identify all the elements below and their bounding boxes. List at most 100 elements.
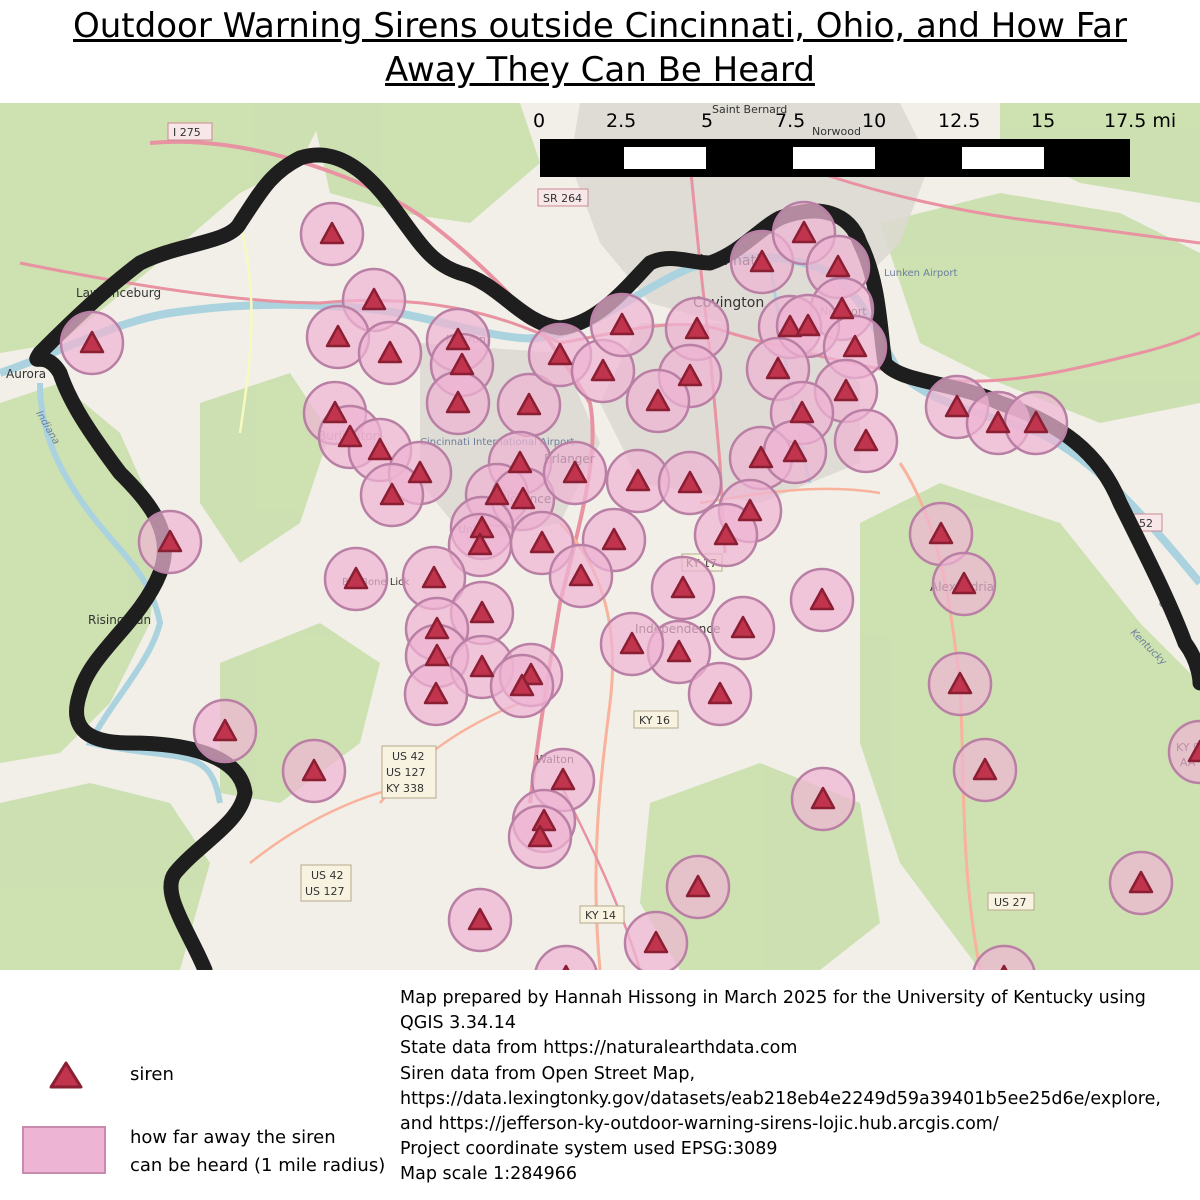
svg-text:US 42: US 42 <box>311 869 344 882</box>
svg-text:US 127: US 127 <box>305 885 345 898</box>
legend-siren-label: siren <box>130 1064 174 1085</box>
state-boundary <box>29 147 1200 970</box>
siren-triangle-icon <box>789 400 815 424</box>
map-frame: Saint Bernard Norwood Cincinnati Covingt… <box>0 103 1200 970</box>
siren-triangle-icon <box>625 468 651 492</box>
siren-triangle-icon <box>509 673 535 697</box>
siren-triangle-icon <box>684 316 710 340</box>
siren-triangle-icon <box>685 874 711 898</box>
siren-triangle-icon <box>985 410 1011 434</box>
scale-tick-10: 10 <box>862 110 886 132</box>
credit-line: QGIS 3.34.14 <box>400 1013 516 1034</box>
siren-buffer-circle <box>534 944 598 970</box>
svg-text:US 127: US 127 <box>386 766 426 779</box>
siren-triangle-icon <box>424 616 450 640</box>
siren-triangle-icon <box>550 767 576 791</box>
siren-triangle-icon <box>829 296 855 320</box>
scale-tick-12-5: 12.5 <box>938 110 980 132</box>
svg-text:I 275: I 275 <box>173 126 201 139</box>
credit-line: State data from https://naturalearthdata… <box>400 1038 798 1059</box>
siren-triangle-icon <box>319 221 345 245</box>
siren-triangle-icon <box>707 681 733 705</box>
credit-line: and https://jefferson-ky-outdoor-warning… <box>400 1114 999 1135</box>
shield-ky14: KY 14 <box>579 905 625 924</box>
siren-triangle-icon <box>527 824 553 848</box>
shield-ky16: KY 16 <box>633 710 679 729</box>
siren-triangle-icon <box>322 400 348 424</box>
siren-triangle-icon <box>531 808 557 832</box>
siren-triangle-icon <box>516 392 542 416</box>
map-title: Outdoor Warning Sirens outside Cincinnat… <box>0 4 1200 92</box>
siren-triangle-icon <box>547 342 573 366</box>
siren-triangle-icon <box>609 312 635 336</box>
siren-triangle-icon <box>423 681 449 705</box>
siren-triangle-icon <box>677 363 703 387</box>
siren-triangle-icon <box>791 220 817 244</box>
svg-text:KY 338: KY 338 <box>386 782 424 795</box>
siren-triangle-icon <box>212 718 238 742</box>
siren-triangle-icon <box>79 330 105 354</box>
siren-triangle-icon <box>782 439 808 463</box>
siren-triangle-icon <box>301 758 327 782</box>
legend-buffer-swatch <box>22 1126 106 1174</box>
siren-triangle-icon <box>833 378 859 402</box>
siren-triangle-icon <box>853 428 879 452</box>
siren-triangle-icon <box>944 394 970 418</box>
scale-tick-17-5: 17.5 mi <box>1104 110 1176 132</box>
label-norwood: Norwood <box>812 125 861 138</box>
siren-triangle-icon <box>510 486 536 510</box>
siren-triangle-icon <box>367 437 393 461</box>
siren-triangle-icon <box>467 532 493 556</box>
siren-triangle-icon <box>749 249 775 273</box>
siren-triangle-icon <box>951 571 977 595</box>
map-credits: Map prepared by Hannah Hissong in March … <box>400 986 1200 1188</box>
shield-i275: I 275 <box>167 122 213 141</box>
siren-triangle-icon <box>377 340 403 364</box>
shield-us42-us127-south: US 42 US 127 <box>300 864 352 902</box>
siren-triangle-icon <box>713 522 739 546</box>
siren-triangle-icon <box>337 424 363 448</box>
credit-line: Map prepared by Hannah Hissong in March … <box>400 988 1146 1008</box>
siren-triangle-icon <box>445 327 471 351</box>
siren-triangle-icon <box>947 671 973 695</box>
scale-tick-5: 5 <box>701 110 713 132</box>
siren-triangle-icon <box>424 643 450 667</box>
siren-triangle-icon <box>810 786 836 810</box>
siren-triangle-icon <box>677 470 703 494</box>
credit-line: Project coordinate system used EPSG:3089 <box>400 1139 778 1160</box>
siren-triangle-icon <box>643 930 669 954</box>
siren-triangle-icon <box>765 356 791 380</box>
svg-text:US 42: US 42 <box>392 750 425 763</box>
siren-triangle-icon <box>1128 870 1154 894</box>
siren-triangle-icon <box>1187 739 1200 763</box>
siren-triangle-icon <box>445 390 471 414</box>
siren-points <box>79 220 1200 970</box>
siren-triangle-icon <box>670 575 696 599</box>
svg-text:KY 16: KY 16 <box>639 714 670 727</box>
scale-bar: 0 2.5 5 7.5 10 12.5 15 17.5 mi <box>533 110 1176 177</box>
title-line-1: Outdoor Warning Sirens outside Cincinnat… <box>73 6 1127 46</box>
scale-tick-15: 15 <box>1031 110 1055 132</box>
siren-triangle-icon <box>568 563 594 587</box>
legend-buffer-label-1: how far away the siren <box>130 1127 336 1148</box>
siren-triangle-icon <box>842 334 868 358</box>
scale-tick-2-5: 2.5 <box>606 110 636 132</box>
siren-triangle-icon <box>601 527 627 551</box>
svg-text:SR 264: SR 264 <box>543 192 582 205</box>
shield-us27: US 27 <box>987 892 1035 911</box>
legend-buffer-label-2: can be heard (1 mile radius) <box>130 1155 386 1176</box>
svg-text:US 27: US 27 <box>994 896 1027 909</box>
siren-triangle-icon <box>730 615 756 639</box>
scale-tick-7-5: 7.5 <box>775 110 805 132</box>
scale-tick-0: 0 <box>533 110 545 132</box>
siren-triangle-icon <box>325 324 351 348</box>
siren-triangle-icon <box>469 654 495 678</box>
siren-triangle-icon <box>562 964 570 970</box>
siren-triangle-icon <box>795 313 821 337</box>
siren-triangle-icon <box>590 358 616 382</box>
label-aurora: Aurora <box>6 367 46 381</box>
siren-triangle-icon <box>157 529 183 553</box>
siren-triangle-icon <box>666 639 692 663</box>
siren-triangle-icon <box>529 530 555 554</box>
shield-sr264: SR 264 <box>537 188 589 207</box>
